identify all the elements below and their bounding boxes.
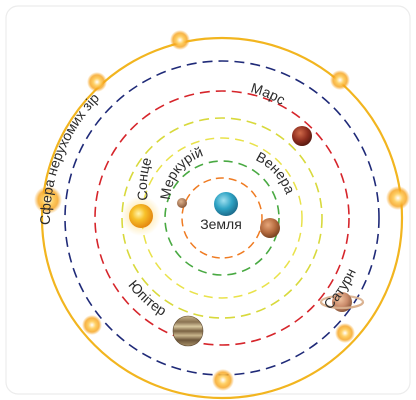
orbit-sphere-of-stars [40, 36, 404, 400]
sun-label-path: Сонце [134, 155, 155, 201]
star-icon [170, 30, 190, 50]
saturn-planet-icon [319, 292, 365, 312]
star-icon [335, 323, 355, 343]
star-icon [212, 369, 234, 391]
orbit-mercury [181, 177, 263, 259]
earth-label: Земля [200, 216, 242, 232]
card-frame [5, 5, 411, 395]
mercury-planet-icon [177, 198, 187, 208]
star-icon [330, 70, 350, 90]
mars-planet-icon [292, 126, 312, 146]
orbit-venus [164, 160, 280, 276]
jupiter-planet-icon [172, 315, 204, 347]
sun-label: Сонце [134, 155, 155, 201]
venus-planet-icon [260, 218, 280, 238]
earth-planet-icon [214, 192, 238, 216]
sun-icon [129, 204, 153, 228]
orbit-sun [141, 137, 303, 299]
stars [34, 30, 410, 391]
star-icon [87, 72, 107, 92]
star-icon [34, 186, 62, 214]
star-icon [82, 315, 102, 335]
star-icon [386, 186, 410, 210]
orbit-jupiter [94, 90, 350, 346]
